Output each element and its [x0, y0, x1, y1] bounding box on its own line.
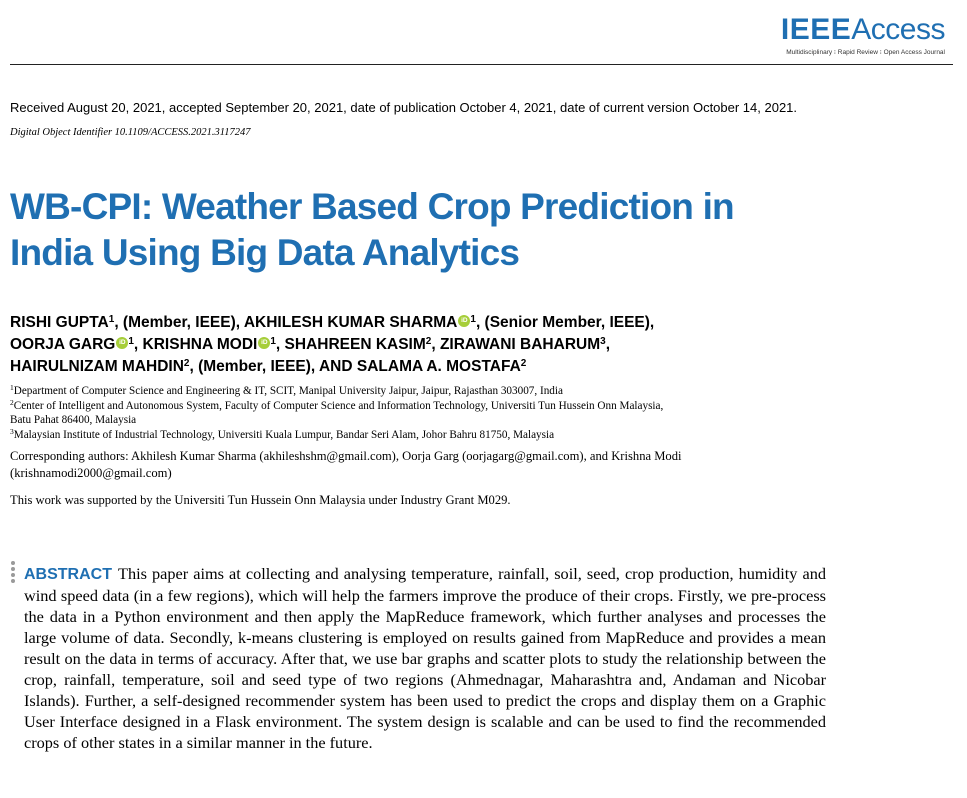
author-separator: , [133, 336, 143, 353]
affiliation-mark: 1 [270, 336, 276, 347]
author-separator: , [275, 336, 285, 353]
affiliation-number: 3 [10, 426, 14, 436]
author-list: RISHI GUPTA1, (Member, IEEE), AKHILESH K… [10, 312, 960, 378]
abstract-text: This paper aims at collecting and analys… [24, 564, 826, 752]
author-name: RISHI GUPTA [10, 314, 109, 331]
journal-logo: IEEEAccess Multidisciplinary ⁝ Rapid Rev… [780, 13, 946, 57]
paper-title: WB-CPI: Weather Based Crop Prediction in… [10, 184, 910, 276]
logo-access: Access [851, 13, 945, 46]
author-name: HAIRULNIZAM MAHDIN [10, 358, 184, 375]
affiliation-mark: 2 [520, 358, 527, 369]
author-name: ZIRAWANI BAHARUM [439, 336, 601, 353]
affiliation-mark: 2 [183, 358, 190, 369]
author-role: , (Member, IEEE), [189, 358, 319, 375]
affiliation-2: 2Center of Intelligent and Autonomous Sy… [10, 397, 950, 414]
author-separator: , [605, 336, 610, 353]
affiliation-mark: 3 [600, 336, 606, 347]
title-line-2: India Using Big Data Analytics [10, 232, 520, 273]
header-rule [10, 64, 953, 65]
corresponding-line-2: (krishnamodi2000@gmail.com) [10, 466, 172, 480]
author-separator: , [431, 336, 440, 353]
abstract-label: ABSTRACT [24, 566, 112, 583]
dots-icon [11, 561, 16, 585]
author-name: AND SALAMA A. MOSTAFA [318, 358, 521, 375]
author-name: OORJA GARG [10, 336, 116, 353]
affiliation-number: 2 [10, 397, 14, 407]
affiliation-mark: 1 [128, 336, 134, 347]
author-line-2: OORJA GARG iD 1, KRISHNA MODI iD 1, SHAHREEN… [10, 334, 960, 356]
doi-line: Digital Object Identifier 10.1109/ACCESS… [10, 127, 251, 138]
author-name: AKHILESH KUMAR SHARMA [243, 314, 458, 331]
orcid-icon[interactable]: iD [458, 315, 471, 327]
logo-wordmark: IEEEAccess [780, 13, 946, 46]
affiliation-text: Center of Intelligent and Autonomous Sys… [13, 399, 664, 412]
author-role: , (Senior Member, IEEE), [475, 314, 655, 331]
logo-ieee: IEEE [780, 13, 852, 46]
author-role: , (Member, IEEE), [114, 314, 244, 331]
affiliation-mark: 1 [108, 314, 115, 325]
affiliation-2-cont: Batu Pahat 86400, Malaysia [10, 414, 137, 426]
orcid-icon[interactable]: iD [258, 337, 271, 349]
corresponding-line-1: Corresponding authors: Akhilesh Kumar Sh… [10, 449, 682, 463]
affiliation-text: Malaysian Institute of Industrial Techno… [13, 428, 555, 441]
affiliation-3: 3Malaysian Institute of Industrial Techn… [10, 426, 950, 443]
orcid-icon[interactable]: iD [116, 337, 129, 349]
affiliation-1: 1Department of Computer Science and Engi… [10, 384, 950, 399]
author-line-3: HAIRULNIZAM MAHDIN2, (Member, IEEE), AND… [10, 356, 960, 378]
affiliations: 1Department of Computer Science and Engi… [10, 384, 950, 442]
title-line-1: WB-CPI: Weather Based Crop Prediction in [10, 186, 735, 227]
author-line-1: RISHI GUPTA1, (Member, IEEE), AKHILESH K… [10, 312, 960, 334]
affiliation-mark: 2 [425, 336, 432, 347]
affiliation-mark: 1 [470, 314, 476, 325]
publication-dates: Received August 20, 2021, accepted Septe… [10, 100, 798, 115]
author-name: SHAHREEN KASIM [284, 336, 426, 353]
abstract-section: ABSTRACT This paper aims at collecting an… [24, 563, 826, 753]
corresponding-authors: Corresponding authors: Akhilesh Kumar Sh… [10, 448, 950, 482]
author-name: KRISHNA MODI [142, 336, 258, 353]
affiliation-text: Department of Computer Science and Engin… [13, 385, 563, 397]
logo-tagline: Multidisciplinary ⁝ Rapid Review ⁝ Open … [786, 49, 945, 56]
affiliation-number: 1 [10, 383, 14, 392]
funding-statement: This work was supported by the Universit… [10, 493, 511, 507]
